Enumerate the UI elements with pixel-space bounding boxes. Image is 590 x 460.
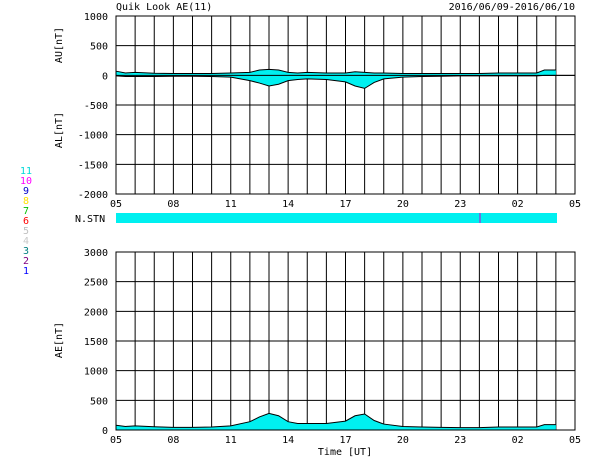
x-tick-label: 14 — [282, 199, 294, 210]
x-tick-label: 14 — [282, 435, 294, 446]
x-tick-label: 20 — [397, 435, 409, 446]
y-tick-label: 2500 — [84, 278, 108, 289]
station-legend-entry: 9 — [23, 186, 29, 197]
y-tick-label: -2000 — [78, 190, 108, 201]
y-tick-label: 1000 — [84, 12, 108, 23]
ae-series-area — [116, 413, 556, 430]
x-tick-label: 08 — [167, 435, 179, 446]
station-legend-entry: 10 — [20, 176, 32, 187]
x-tick-label: 05 — [110, 199, 122, 210]
au-al-band-area — [116, 69, 556, 89]
plot-frame — [115, 251, 576, 431]
date-range: 2016/06/09-2016/06/10 — [449, 2, 575, 13]
station-legend-entry: 4 — [23, 236, 29, 247]
y-tick-label: 500 — [90, 42, 108, 53]
station-legend-entry: 8 — [23, 196, 29, 207]
ae-axis-label: AE[nT] — [54, 322, 65, 358]
x-tick-label: 11 — [225, 435, 237, 446]
ae-panel: 0 500 1000 1500 2000 2500 3000 05 08 11 14 17 20 23 02… — [84, 248, 581, 446]
x-tick-label: 05 — [569, 199, 581, 210]
station-legend-entry: 3 — [23, 246, 29, 257]
station-legend-entry: 1 — [23, 266, 29, 277]
x-tick-label: 23 — [454, 435, 466, 446]
station-legend-entry: 5 — [23, 226, 29, 237]
y-tick-label: 1500 — [84, 337, 108, 348]
au-al-panel: -2000 -1500 -1000 -500 0 500 1000 05 08 11 14 17 20 2… — [78, 12, 581, 210]
station-coverage-bar — [116, 213, 557, 223]
x-tick-label: 05 — [110, 435, 122, 446]
station-legend-entry: 11 — [20, 166, 32, 177]
x-tick-label: 23 — [454, 199, 466, 210]
y-tick-label: 1000 — [84, 367, 108, 378]
station-legend-entry: 6 — [23, 216, 29, 227]
chart-title: Quik Look AE(11) — [116, 2, 212, 13]
plot-frame — [115, 15, 576, 195]
x-tick-label: 17 — [339, 199, 351, 210]
y-tick-label: 0 — [102, 71, 108, 82]
y-tick-label: -500 — [84, 101, 108, 112]
y-tick-label: 2000 — [84, 307, 108, 318]
x-tick-label: 05 — [569, 435, 581, 446]
x-tick-label: 02 — [512, 435, 524, 446]
stn-label: N.STN — [75, 214, 105, 225]
au-series-line — [115, 68, 556, 75]
al-axis-label: AL[nT] — [54, 112, 65, 148]
y-tick-label: -1000 — [78, 131, 108, 142]
x-tick-label: 11 — [225, 199, 237, 210]
x-tick-label: 17 — [339, 435, 351, 446]
al-series-line — [115, 74, 556, 89]
au-axis-label: AU[nT] — [54, 27, 65, 63]
ae-series-line — [115, 412, 556, 429]
x-tick-label: 08 — [167, 199, 179, 210]
y-tick-label: 0 — [102, 426, 108, 437]
y-tick-label: 500 — [90, 396, 108, 407]
y-tick-label: -1500 — [78, 160, 108, 171]
station-legend-entry: 2 — [23, 256, 29, 267]
x-axis-label: Time [UT] — [318, 447, 372, 458]
x-tick-label: 02 — [512, 199, 524, 210]
y-tick-label: 3000 — [84, 248, 108, 259]
x-tick-label: 20 — [397, 199, 409, 210]
station-legend-entry: 7 — [23, 206, 29, 217]
